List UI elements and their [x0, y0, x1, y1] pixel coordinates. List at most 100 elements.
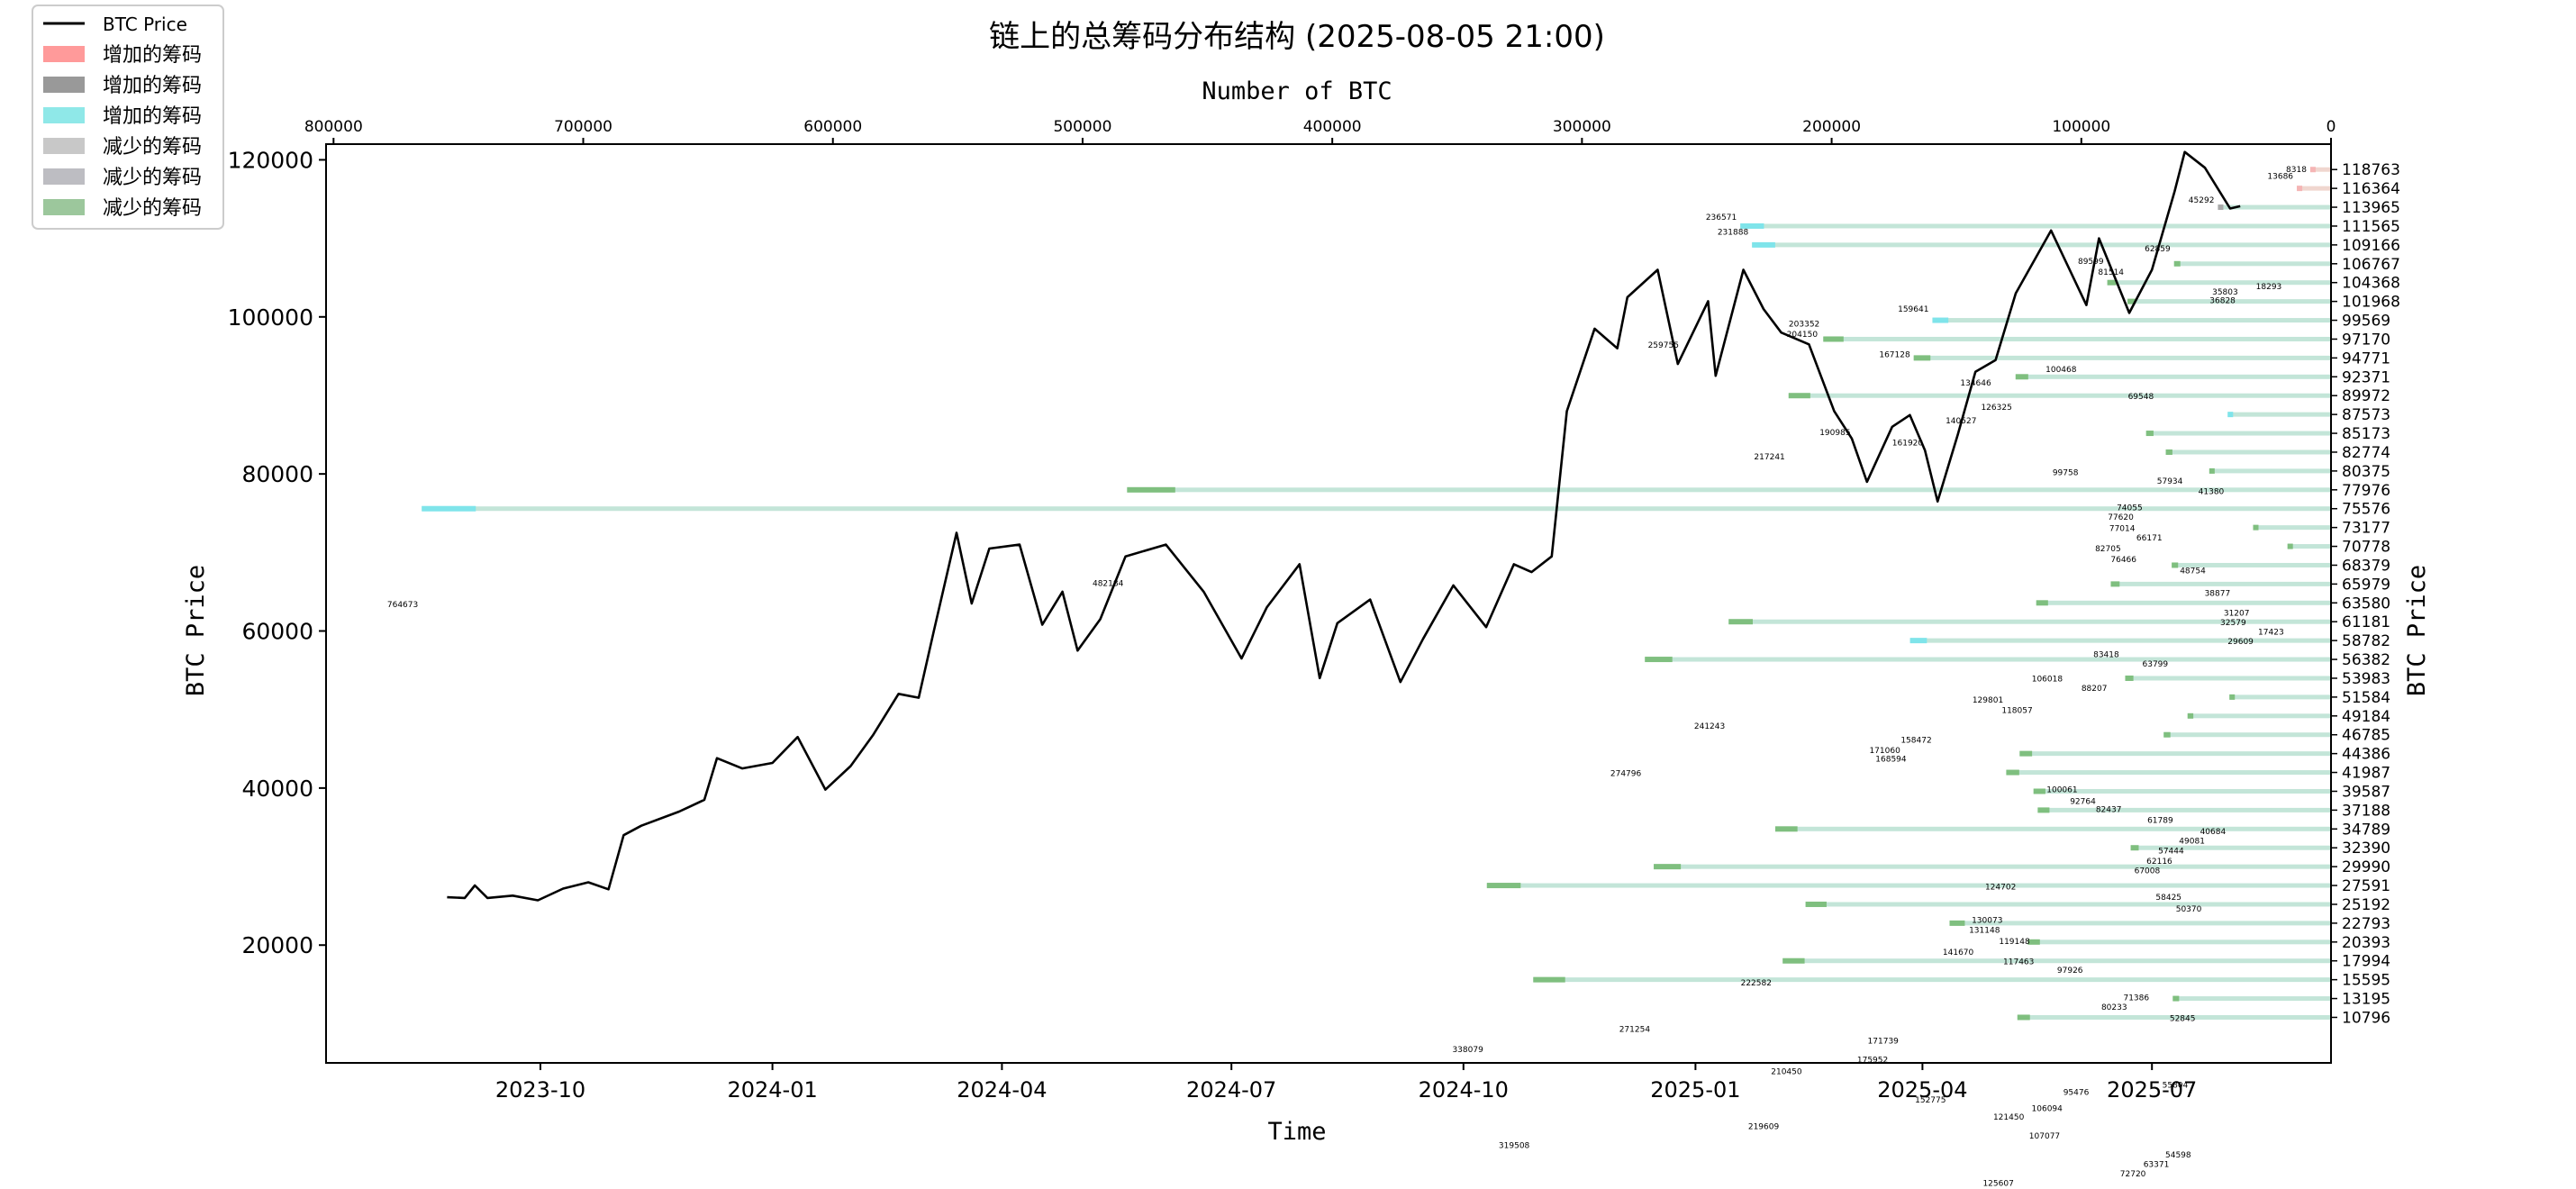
legend-patch-swatch — [43, 168, 85, 185]
chip-bar-accent — [1909, 638, 1927, 644]
chip-bar-accent — [1752, 241, 1775, 248]
right-y-tick-label: 89972 — [2342, 387, 2390, 405]
chip-bar — [2165, 449, 2331, 455]
chip-annotation: 76466 — [2110, 556, 2136, 565]
chip-annotation: 259755 — [1648, 341, 1679, 350]
legend-label: 减少的筹码 — [103, 197, 202, 220]
y-tick-label: 80000 — [241, 461, 313, 487]
x-tick-label: 2024-10 — [1419, 1077, 1509, 1103]
legend-patch-swatch — [43, 46, 85, 62]
chip-annotation: 58425 — [2155, 894, 2181, 903]
chip-bar-accent — [2187, 712, 2194, 719]
chip-annotation: 204150 — [1787, 331, 1819, 340]
chip-bar-accent — [2209, 467, 2215, 474]
chip-bar-accent — [2145, 431, 2154, 437]
chip-annotation: 72720 — [2120, 1170, 2146, 1179]
chip-annotation: 167128 — [1879, 351, 1910, 360]
legend-label: 增加的筹码 — [103, 105, 202, 128]
chip-annotation: 134646 — [1960, 379, 1991, 388]
chip-bar-accent — [2006, 769, 2019, 776]
right-y-tick-label: 109166 — [2342, 237, 2400, 255]
chip-bar — [2297, 186, 2331, 191]
chip-annotation: 57444 — [2158, 848, 2184, 857]
chip-annotation: 764673 — [387, 601, 418, 610]
chip-annotation: 168594 — [1875, 756, 1907, 765]
chip-annotation: 219609 — [1748, 1123, 1780, 1132]
chip-annotation: 50370 — [2176, 905, 2202, 914]
chip-annotation: 161920 — [1892, 439, 1924, 448]
chip-annotation: 106018 — [2032, 676, 2064, 685]
right-y-tick-label: 56382 — [2342, 651, 2390, 669]
chip-annotation: 83418 — [2093, 651, 2119, 660]
chip-bar-accent — [2027, 939, 2040, 945]
chip-bar — [2015, 374, 2331, 379]
chip-bar — [2229, 694, 2331, 700]
chip-annotation: 171060 — [1869, 747, 1900, 756]
top-x-tick-label: 300000 — [1553, 118, 1611, 136]
chip-annotation: 89599 — [2078, 258, 2104, 267]
chip-bar — [2173, 261, 2331, 267]
x-tick-label: 2025-07 — [2107, 1077, 2197, 1103]
right-y-tick-label: 99569 — [2342, 313, 2390, 331]
chip-bar-accent — [2130, 845, 2139, 851]
chip-annotation: 41380 — [2199, 487, 2225, 496]
chip-annotation: 18293 — [2256, 283, 2282, 292]
chip-bar — [1788, 393, 2331, 398]
chip-bar — [1949, 921, 2331, 926]
right-y-tick-label: 111565 — [2342, 218, 2400, 236]
chip-bar — [1533, 977, 2331, 983]
chip-bar — [2145, 431, 2331, 436]
x-tick-label: 2023-10 — [495, 1077, 585, 1103]
chip-annotation: 77014 — [2109, 524, 2136, 533]
chip-annotation: 57934 — [2157, 477, 2183, 486]
chip-bar — [2209, 468, 2331, 474]
chip-annotation: 124702 — [1985, 884, 2016, 893]
right-y-tick-label: 80375 — [2342, 463, 2390, 481]
right-y-tick-label: 87573 — [2342, 406, 2390, 424]
x-tick-label: 2024-04 — [957, 1077, 1047, 1103]
chip-annotation: 141670 — [1943, 948, 1974, 958]
right-y-tick-label: 39587 — [2342, 783, 2390, 801]
chip-bar — [1486, 883, 2331, 888]
y-axis-label: BTC Price — [182, 565, 210, 696]
chip-bar-accent — [1932, 317, 1949, 323]
chip-annotation: 231888 — [1718, 229, 1749, 238]
right-y-tick-label: 29990 — [2342, 858, 2390, 876]
chip-bar — [2309, 167, 2331, 172]
right-y-tick-label: 41987 — [2342, 765, 2390, 783]
chip-bar-accent — [2033, 788, 2045, 794]
chip-annotation: 482184 — [1093, 579, 1124, 588]
right-y-tick-label: 20393 — [2342, 934, 2390, 952]
right-y-tick-label: 118763 — [2342, 161, 2400, 179]
chip-bar — [1740, 223, 2331, 229]
chip-annotation: 38877 — [2205, 590, 2231, 599]
chip-bar — [1127, 487, 2331, 493]
chip-bar-accent — [1913, 355, 1931, 361]
right-y-tick-label: 63580 — [2342, 594, 2390, 613]
top-x-tick-label: 600000 — [803, 118, 862, 136]
y-tick-label: 100000 — [228, 304, 313, 331]
chip-bar — [2006, 770, 2331, 776]
chip-bar-accent — [2253, 524, 2259, 531]
chip-bar-accent — [1949, 920, 1965, 926]
chip-bar — [2037, 807, 2331, 812]
y-axis-label-right: BTC Price — [2403, 565, 2431, 696]
right-y-axis-ticks: 1187631163641139651115651091661067671043… — [2331, 161, 2400, 1027]
chip-annotation: 131148 — [1969, 927, 2000, 936]
chip-annotation: 107077 — [2029, 1132, 2060, 1141]
x-axis-ticks: 2023-10 2024-01 2024-04 2024-07 2024-10 2025-… — [495, 1063, 2197, 1103]
chip-annotation: 74055 — [2117, 504, 2143, 513]
chip-annotation: 118057 — [2001, 707, 2032, 716]
chip-bar — [1913, 355, 2331, 360]
chip-annotation: 217241 — [1754, 453, 1784, 462]
chip-bar — [1805, 902, 2331, 907]
chip-bar-accent — [2287, 543, 2293, 549]
right-y-tick-label: 97170 — [2342, 331, 2390, 349]
chip-bar — [2187, 713, 2331, 719]
chip-annotation: 63371 — [2144, 1160, 2170, 1169]
chip-bar-accent — [2172, 562, 2179, 568]
chip-annotation: 54598 — [2165, 1151, 2191, 1160]
right-y-tick-label: 73177 — [2342, 520, 2390, 538]
chip-bar — [2287, 544, 2331, 549]
chip-bar — [2130, 845, 2331, 850]
